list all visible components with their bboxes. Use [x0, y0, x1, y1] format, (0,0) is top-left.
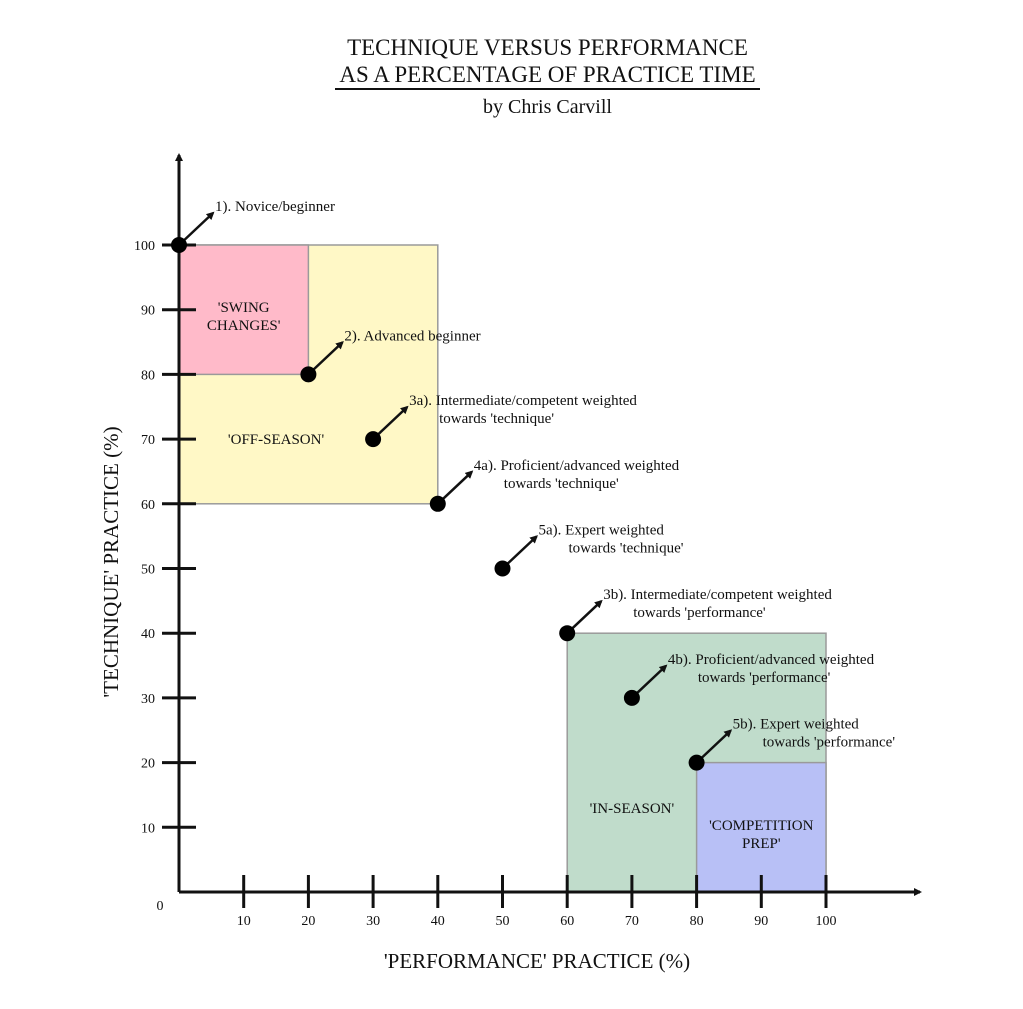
point-label: towards 'performance' — [763, 735, 896, 751]
region-label: 'COMPETITION — [709, 818, 814, 834]
origin-label: 0 — [157, 899, 164, 914]
y-tick-label: 100 — [134, 239, 155, 254]
point-label: towards 'technique' — [504, 476, 619, 492]
region-1 — [178, 244, 310, 376]
x-tick-label: 50 — [496, 914, 510, 929]
point-label: 3a). Intermediate/competent weighted — [409, 393, 637, 409]
region-3 — [695, 761, 827, 893]
y-tick-label: 20 — [141, 757, 155, 772]
x-tick-label: 100 — [816, 914, 837, 929]
x-tick-label: 70 — [625, 914, 639, 929]
y-tick-label: 80 — [141, 368, 155, 383]
data-point — [365, 431, 382, 448]
data-point — [688, 754, 705, 771]
y-tick-label: 50 — [141, 563, 155, 578]
point-label: towards 'performance' — [633, 605, 766, 621]
point-label: towards 'performance' — [698, 670, 831, 686]
data-point — [559, 625, 576, 642]
x-axis-label: 'PERFORMANCE' PRACTICE (%) — [384, 949, 690, 973]
x-tick-label: 30 — [366, 914, 380, 929]
chart-title: TECHNIQUE VERSUS PERFORMANCE AS A PERCEN… — [0, 34, 1023, 90]
point-label: towards 'technique' — [439, 411, 554, 427]
y-tick-label: 60 — [141, 498, 155, 513]
chart-subtitle: by Chris Carvill — [483, 96, 612, 118]
data-point — [300, 366, 317, 383]
x-tick-label: 60 — [560, 914, 574, 929]
x-tick-label: 20 — [301, 914, 315, 929]
point-label: 1). Novice/beginner — [215, 199, 335, 215]
x-tick-label: 80 — [690, 914, 704, 929]
data-point — [171, 237, 187, 253]
x-tick-label: 10 — [237, 914, 251, 929]
y-axis-label: 'TECHNIQUE' PRACTICE (%) — [99, 426, 123, 697]
point-label: 4b). Proficient/advanced weighted — [668, 652, 875, 668]
data-point — [429, 495, 446, 512]
region-label: CHANGES' — [207, 318, 281, 334]
region-label: PREP' — [742, 836, 781, 852]
x-tick-label: 90 — [754, 914, 768, 929]
point-label: towards 'technique' — [569, 541, 684, 557]
title-line-2: AS A PERCENTAGE OF PRACTICE TIME — [335, 61, 760, 90]
y-tick-label: 70 — [141, 433, 155, 448]
data-point — [494, 560, 511, 577]
point-label: 2). Advanced beginner — [344, 328, 480, 344]
region-label: 'OFF-SEASON' — [228, 432, 325, 448]
title-line-1: TECHNIQUE VERSUS PERFORMANCE — [347, 35, 748, 60]
region-label: 'IN-SEASON' — [590, 801, 675, 817]
point-label: 5a). Expert weighted — [539, 523, 665, 539]
y-tick-label: 40 — [141, 627, 155, 642]
point-label: 5b). Expert weighted — [733, 717, 860, 733]
y-tick-label: 10 — [141, 821, 155, 836]
x-tick-label: 40 — [431, 914, 445, 929]
point-label: 3b). Intermediate/competent weighted — [603, 587, 832, 603]
y-tick-label: 90 — [141, 304, 155, 319]
y-tick-label: 30 — [141, 692, 155, 707]
point-label: 4a). Proficient/advanced weighted — [474, 458, 680, 474]
region-label: 'SWING — [218, 300, 270, 316]
data-point — [623, 689, 640, 706]
